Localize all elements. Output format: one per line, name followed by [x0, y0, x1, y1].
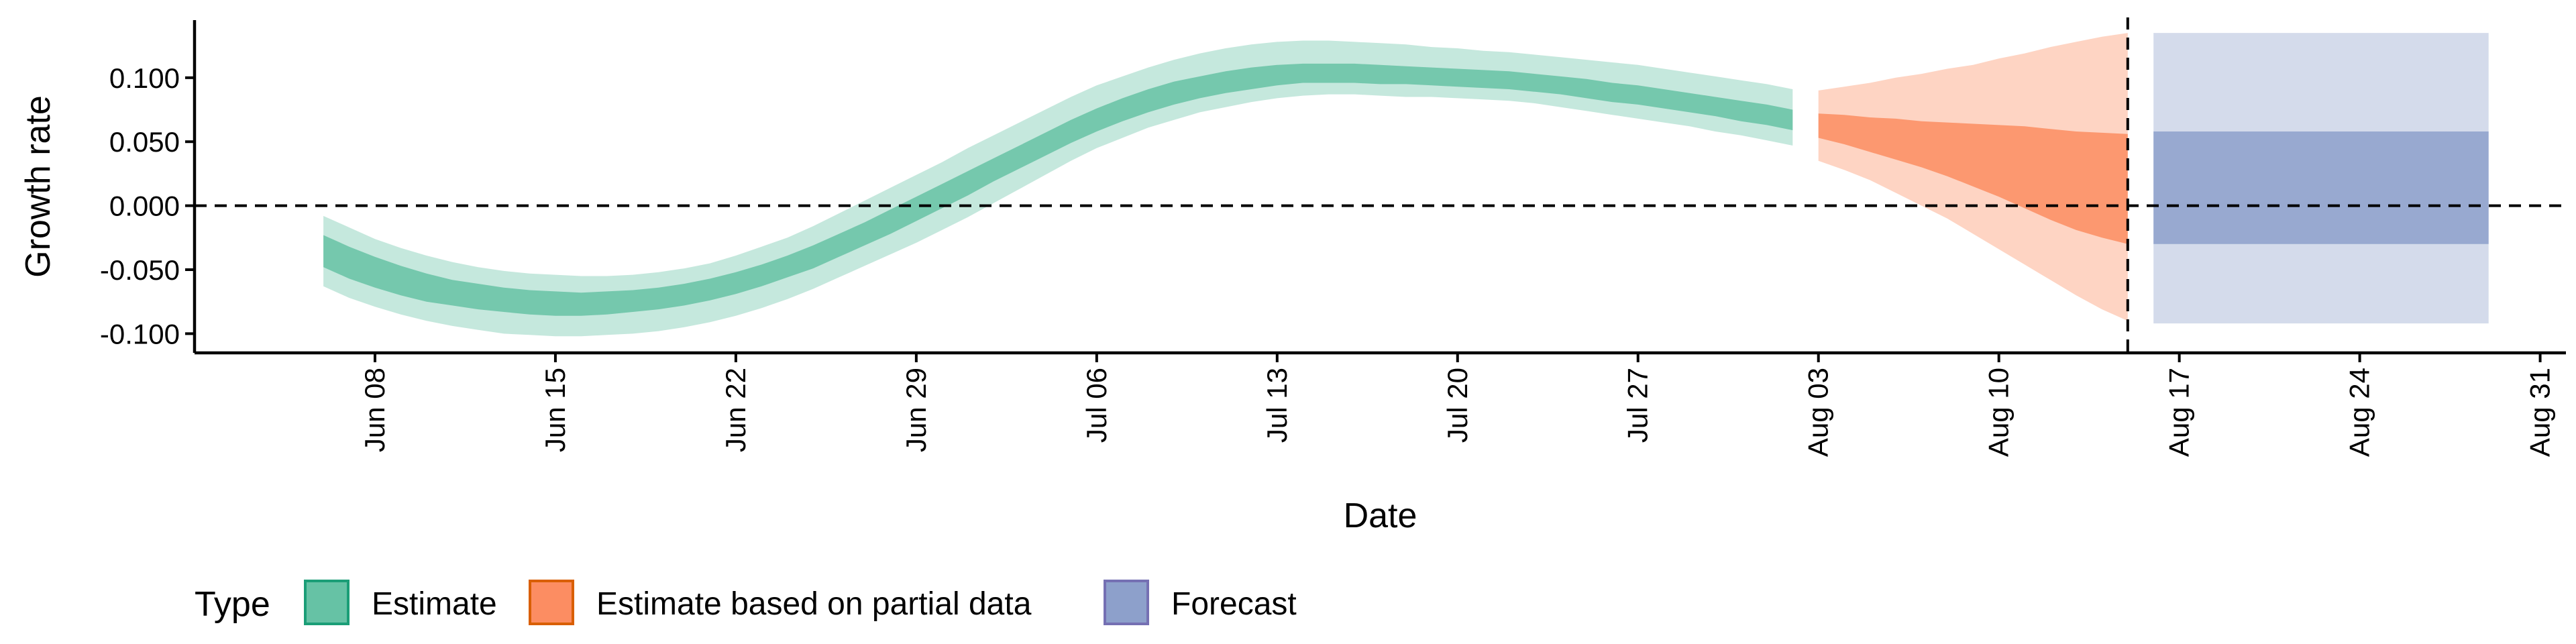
x-tick-label: Jun 22 [720, 368, 751, 452]
x-tick-label: Jul 20 [1442, 368, 1473, 443]
x-tick-label: Aug 10 [1983, 368, 2015, 457]
axes [193, 20, 2566, 355]
x-tick-label: Jul 06 [1081, 368, 1112, 443]
legend-swatch-2 [1104, 580, 1149, 625]
x-tick-label: Jul 13 [1261, 368, 1293, 443]
x-tick-label: Aug 31 [2524, 368, 2556, 457]
x-tick-label: Aug 17 [2163, 368, 2195, 457]
x-axis-ticks: Jun 08 Jun 15 Jun 22 Jun 29 Jul 06 Jul 13 Jul … [359, 353, 2556, 457]
series-2-band-50 [2153, 131, 2489, 244]
x-axis-title: Date [1344, 496, 1417, 535]
legend-title: Type [195, 585, 270, 624]
series-0-band-50 [323, 63, 1793, 316]
y-tick-label: -0.050 [100, 254, 180, 286]
series-layer [323, 33, 2489, 337]
legend: Type Estimate Estimate based on partial d… [195, 580, 1297, 625]
legend-label-0: Estimate [372, 586, 497, 622]
x-tick-label: Jul 27 [1622, 368, 1654, 443]
legend-swatch-0 [304, 580, 350, 625]
series-0 [323, 40, 1793, 337]
x-tick-label: Aug 03 [1803, 368, 1834, 457]
legend-label-1: Estimate based on partial data [596, 586, 1032, 622]
y-axis-ticks: 0.100 0.050 0.000 -0.050 -0.100 [100, 62, 195, 350]
y-tick-label: 0.000 [109, 191, 180, 222]
y-axis-title: Growth rate [19, 95, 58, 278]
x-tick-label: Jun 08 [359, 368, 390, 452]
x-tick-label: Jun 15 [539, 368, 571, 452]
y-tick-label: 0.050 [109, 126, 180, 158]
legend-swatch-1 [529, 580, 574, 625]
x-tick-label: Jun 29 [900, 368, 932, 452]
legend-label-2: Forecast [1171, 586, 1297, 622]
y-tick-label: 0.100 [109, 62, 180, 94]
reference-lines [195, 17, 2566, 353]
series-2 [2153, 33, 2489, 324]
y-tick-label: -0.100 [100, 318, 180, 350]
x-tick-label: Aug 24 [2344, 368, 2375, 457]
series-1 [1818, 33, 2128, 321]
series-1-band-50 [1818, 113, 2128, 244]
